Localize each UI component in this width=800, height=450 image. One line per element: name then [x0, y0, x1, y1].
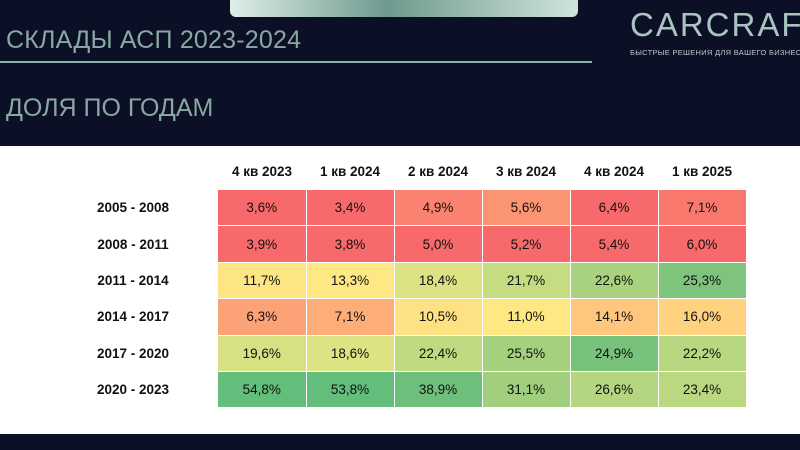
- table-cell: 3,9%: [218, 225, 307, 263]
- column-header: 2 кв 2024: [407, 164, 469, 179]
- table-row: 2008 - 2011 3,9% 3,8% 5,0% 5,2% 5,4% 6,0%: [48, 225, 747, 263]
- table-cell: 11,0%: [482, 298, 571, 336]
- table-cell: 21,7%: [482, 262, 571, 300]
- table-cell: 5,4%: [570, 225, 659, 263]
- table-cell: 23,4%: [658, 371, 747, 409]
- logo-tagline: БЫСТРЫЕ РЕШЕНИЯ ДЛЯ ВАШЕГО БИЗНЕСА: [630, 48, 800, 57]
- brand-logo: CARCRAFT БЫСТРЫЕ РЕШЕНИЯ ДЛЯ ВАШЕГО БИЗН…: [630, 6, 800, 57]
- table-cell: 6,0%: [658, 225, 747, 263]
- column-header: 4 кв 2024: [583, 164, 645, 179]
- table-row: 2014 - 2017 6,3% 7,1% 10,5% 11,0% 14,1% 16,0%: [48, 298, 747, 336]
- table-cell: 54,8%: [218, 371, 307, 409]
- table-cell: 6,4%: [570, 190, 659, 227]
- table-cell: 22,2%: [658, 335, 747, 372]
- page-subtitle: ДОЛЯ ПО ГОДАМ: [6, 94, 214, 122]
- logo-name: CARCRAFT: [630, 6, 800, 43]
- table-cell: 13,3%: [306, 262, 395, 300]
- table-cell: 26,6%: [570, 371, 659, 409]
- column-header: 1 кв 2025: [671, 164, 733, 179]
- table-cell: 5,6%: [482, 190, 571, 227]
- table-cell: 25,3%: [658, 262, 747, 300]
- row-label: 2020 - 2023: [48, 371, 218, 408]
- column-header: 3 кв 2024: [495, 164, 557, 179]
- table-cell: 3,4%: [306, 190, 395, 227]
- row-label: 2011 - 2014: [48, 262, 218, 299]
- table-cell: 24,9%: [570, 335, 659, 372]
- table-row: 2005 - 2008 3,6% 3,4% 4,9% 5,6% 6,4% 7,1%: [48, 190, 747, 227]
- page-title: СКЛАДЫ АСП 2023-2024: [6, 26, 302, 54]
- table-cell: 25,5%: [482, 335, 571, 372]
- table-cell: 5,0%: [394, 225, 483, 263]
- table-cell: 3,6%: [218, 190, 307, 227]
- table-cell: 7,1%: [306, 298, 395, 336]
- top-accent-bar: [230, 0, 578, 17]
- row-label: 2005 - 2008: [48, 190, 218, 226]
- row-label: 2008 - 2011: [48, 225, 218, 263]
- title-underline: [0, 61, 592, 63]
- table-cell: 10,5%: [394, 298, 483, 336]
- table-row: 2017 - 2020 19,6% 18,6% 22,4% 25,5% 24,9% 22,2…: [48, 335, 747, 372]
- table-cell: 5,2%: [482, 225, 571, 263]
- table-cell: 38,9%: [394, 371, 483, 409]
- row-label: 2014 - 2017: [48, 298, 218, 336]
- corner-cell: [48, 153, 218, 190]
- table-cell: 22,4%: [394, 335, 483, 372]
- table-cell: 22,6%: [570, 262, 659, 300]
- table-cell: 53,8%: [306, 371, 395, 409]
- table-cell: 4,9%: [394, 190, 483, 227]
- table-cell: 14,1%: [570, 298, 659, 336]
- table-cell: 16,0%: [658, 298, 747, 336]
- table-cell: 31,1%: [482, 371, 571, 409]
- table-cell: 6,3%: [218, 298, 307, 336]
- table-row: 2011 - 2014 11,7% 13,3% 18,4% 21,7% 22,6% 25,3…: [48, 262, 747, 300]
- table-row: 2020 - 2023 54,8% 53,8% 38,9% 31,1% 26,6% 23,4…: [48, 371, 747, 409]
- row-label: 2017 - 2020: [48, 335, 218, 372]
- table-cell: 19,6%: [218, 335, 307, 372]
- table-cell: 18,4%: [394, 262, 483, 300]
- column-header: 4 кв 2023: [231, 164, 293, 179]
- table-cell: 11,7%: [218, 262, 307, 300]
- header-row: 4 кв 2023 1 кв 2024 2 кв 2024 3 кв 2024 …: [48, 153, 746, 190]
- table-cell: 7,1%: [658, 190, 747, 227]
- column-header: 1 кв 2024: [319, 164, 381, 179]
- table-cell: 18,6%: [306, 335, 395, 372]
- bottom-bar: [0, 434, 800, 450]
- table-cell: 3,8%: [306, 225, 395, 263]
- share-table: 4 кв 2023 1 кв 2024 2 кв 2024 3 кв 2024 …: [48, 153, 747, 409]
